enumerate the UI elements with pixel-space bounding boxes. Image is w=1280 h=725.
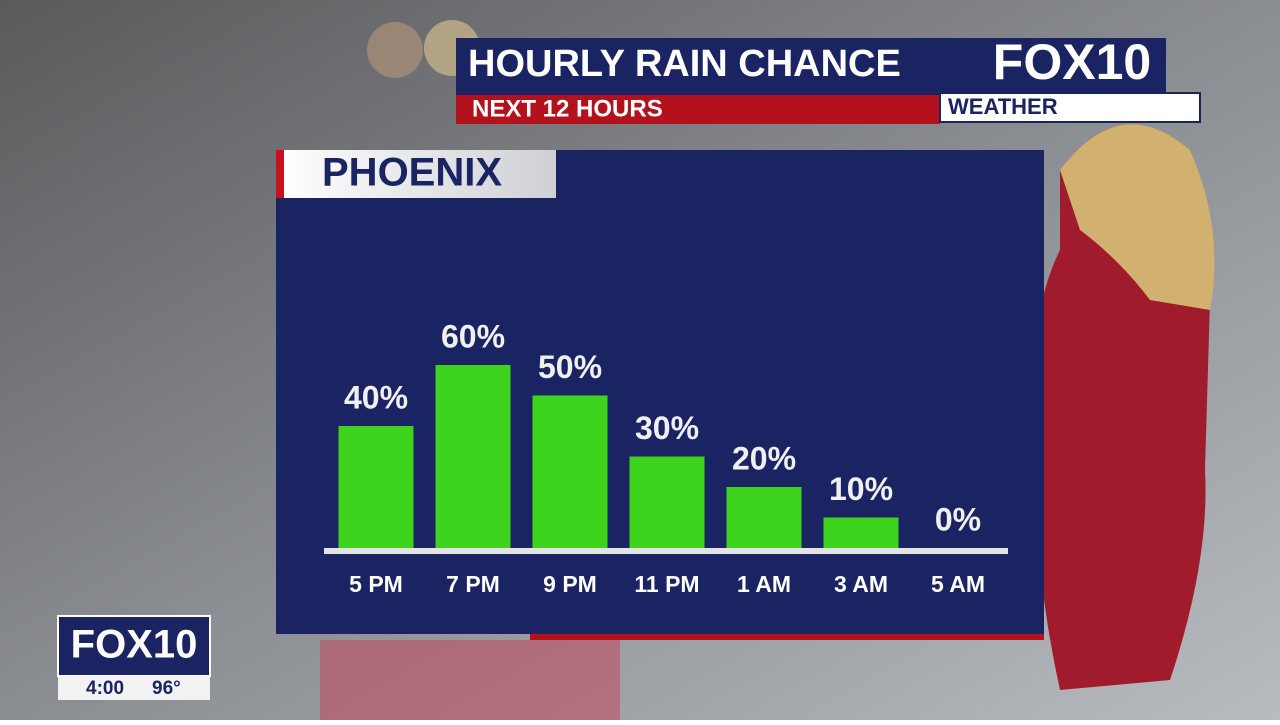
x-tick-label: 5 PM — [349, 571, 403, 597]
value-label: 40% — [344, 379, 408, 415]
title-tag-accent — [276, 150, 284, 198]
bokeh — [320, 640, 620, 720]
plot: 5 PM 40% 7 PM 60% 9 PM 50% 11 PM 30% 1 AM 20% 3 AM… — [338, 318, 985, 597]
x-tick-label: 11 PM — [634, 571, 699, 597]
bar — [629, 456, 705, 548]
bar — [823, 517, 899, 548]
bar — [435, 365, 511, 548]
x-tick-label: 5 AM — [931, 571, 985, 597]
bar — [532, 395, 608, 548]
bug-box — [57, 615, 211, 677]
bug-time: 4:00 — [86, 678, 124, 699]
header-title: HOURLY RAIN CHANCE — [468, 43, 901, 85]
bar — [726, 487, 802, 548]
header-logo-sub: WEATHER — [948, 94, 1058, 119]
chart-title: PHOENIX — [322, 151, 502, 195]
value-label: 50% — [538, 349, 602, 385]
x-tick-label: 9 PM — [543, 571, 597, 597]
value-label: 60% — [441, 318, 505, 354]
value-label: 30% — [635, 410, 699, 446]
header-bar — [456, 38, 1166, 95]
x-tick-label: 1 AM — [737, 571, 791, 597]
bokeh — [367, 22, 423, 78]
logo-strip — [939, 92, 1201, 123]
x-tick-label: 3 AM — [834, 571, 888, 597]
bar — [338, 426, 414, 548]
header-subtitle: NEXT 12 HOURS — [472, 95, 663, 122]
subheader-bar — [456, 95, 940, 124]
value-label: 20% — [732, 440, 796, 476]
panel-accent — [530, 634, 1044, 640]
value-label: 0% — [935, 501, 981, 537]
bug-strip — [58, 676, 210, 700]
presenter-hair — [1060, 124, 1215, 311]
bug-temperature: 96° — [152, 678, 181, 699]
value-label: 10% — [829, 471, 893, 507]
header-logo: FOX10 — [993, 34, 1151, 90]
title-tag — [276, 150, 556, 198]
x-tick-label: 7 PM — [446, 571, 500, 597]
bug-logo: FOX10 — [71, 623, 198, 667]
baseline — [324, 548, 1008, 554]
